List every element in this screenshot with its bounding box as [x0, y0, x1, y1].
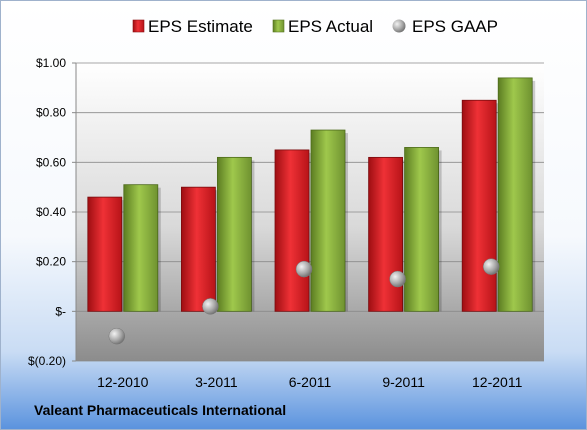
y-tick-label: $1.00 — [36, 56, 66, 70]
bar-shadow — [345, 133, 348, 312]
legend-marker-gaap — [392, 19, 406, 33]
bar-shadow — [215, 190, 219, 312]
point-gaap — [389, 270, 406, 288]
y-tick-label: $0.40 — [36, 205, 66, 219]
bar-estimate — [274, 149, 310, 312]
point-gaap — [295, 260, 313, 278]
bar-shadow — [251, 160, 255, 312]
bar-estimate — [461, 99, 497, 312]
point-gaap — [108, 327, 126, 345]
y-tick-label: $0.20 — [36, 255, 66, 269]
bar-estimate — [180, 186, 216, 312]
x-tick-label: 9-2011 — [382, 374, 425, 390]
legend-label-actual: EPS Actual — [288, 17, 373, 36]
bar-estimate — [87, 196, 123, 312]
y-tick-label: $0.60 — [36, 155, 66, 169]
x-axis: 12-2010 3-2011 6-2011 9-2011 12-2011 — [97, 374, 522, 390]
bar-actual — [310, 129, 346, 312]
bar-shadow — [157, 187, 161, 312]
legend-label-estimate: EPS Estimate — [148, 17, 253, 36]
bar-shadow — [121, 200, 125, 312]
y-tick-label: $(0.20) — [28, 354, 66, 368]
bar-shadow — [496, 103, 500, 312]
legend-swatch-actual — [272, 19, 285, 33]
bar-shadow — [532, 80, 536, 312]
bar-shadow — [402, 160, 406, 312]
bar-actual — [404, 147, 440, 312]
x-tick-label: 12-2011 — [472, 374, 523, 390]
bar-estimate — [368, 156, 404, 312]
bar-actual — [216, 156, 252, 312]
company-name: Valeant Pharmaceuticals International — [34, 402, 287, 418]
x-tick-label: 12-2010 — [97, 374, 149, 390]
x-tick-label: 6-2011 — [289, 374, 332, 390]
y-tick-label: $- — [55, 304, 66, 318]
x-tick-label: 3-2011 — [195, 374, 238, 390]
gaap-points — [108, 258, 500, 345]
legend-item-actual: EPS Actual — [272, 17, 373, 36]
legend-item-estimate: EPS Estimate — [132, 17, 253, 36]
bar-actual — [497, 77, 533, 312]
bar-shadow — [309, 152, 312, 312]
bar-shadow — [438, 150, 442, 312]
point-gaap — [482, 258, 500, 275]
legend-swatch-estimate — [132, 19, 145, 33]
legend-label-gaap: EPS GAAP — [412, 17, 498, 36]
legend: EPS Estimate EPS Actual EPS GAAP — [132, 17, 498, 36]
bars — [87, 77, 536, 312]
y-tick-label: $0.80 — [36, 106, 66, 120]
point-gaap — [202, 298, 219, 315]
legend-item-gaap: EPS GAAP — [392, 17, 498, 36]
y-axis: $(0.20) $- $0.20 $0.40 $0.60 $0.80 $1.00 — [28, 56, 77, 368]
bar-actual — [123, 184, 159, 312]
